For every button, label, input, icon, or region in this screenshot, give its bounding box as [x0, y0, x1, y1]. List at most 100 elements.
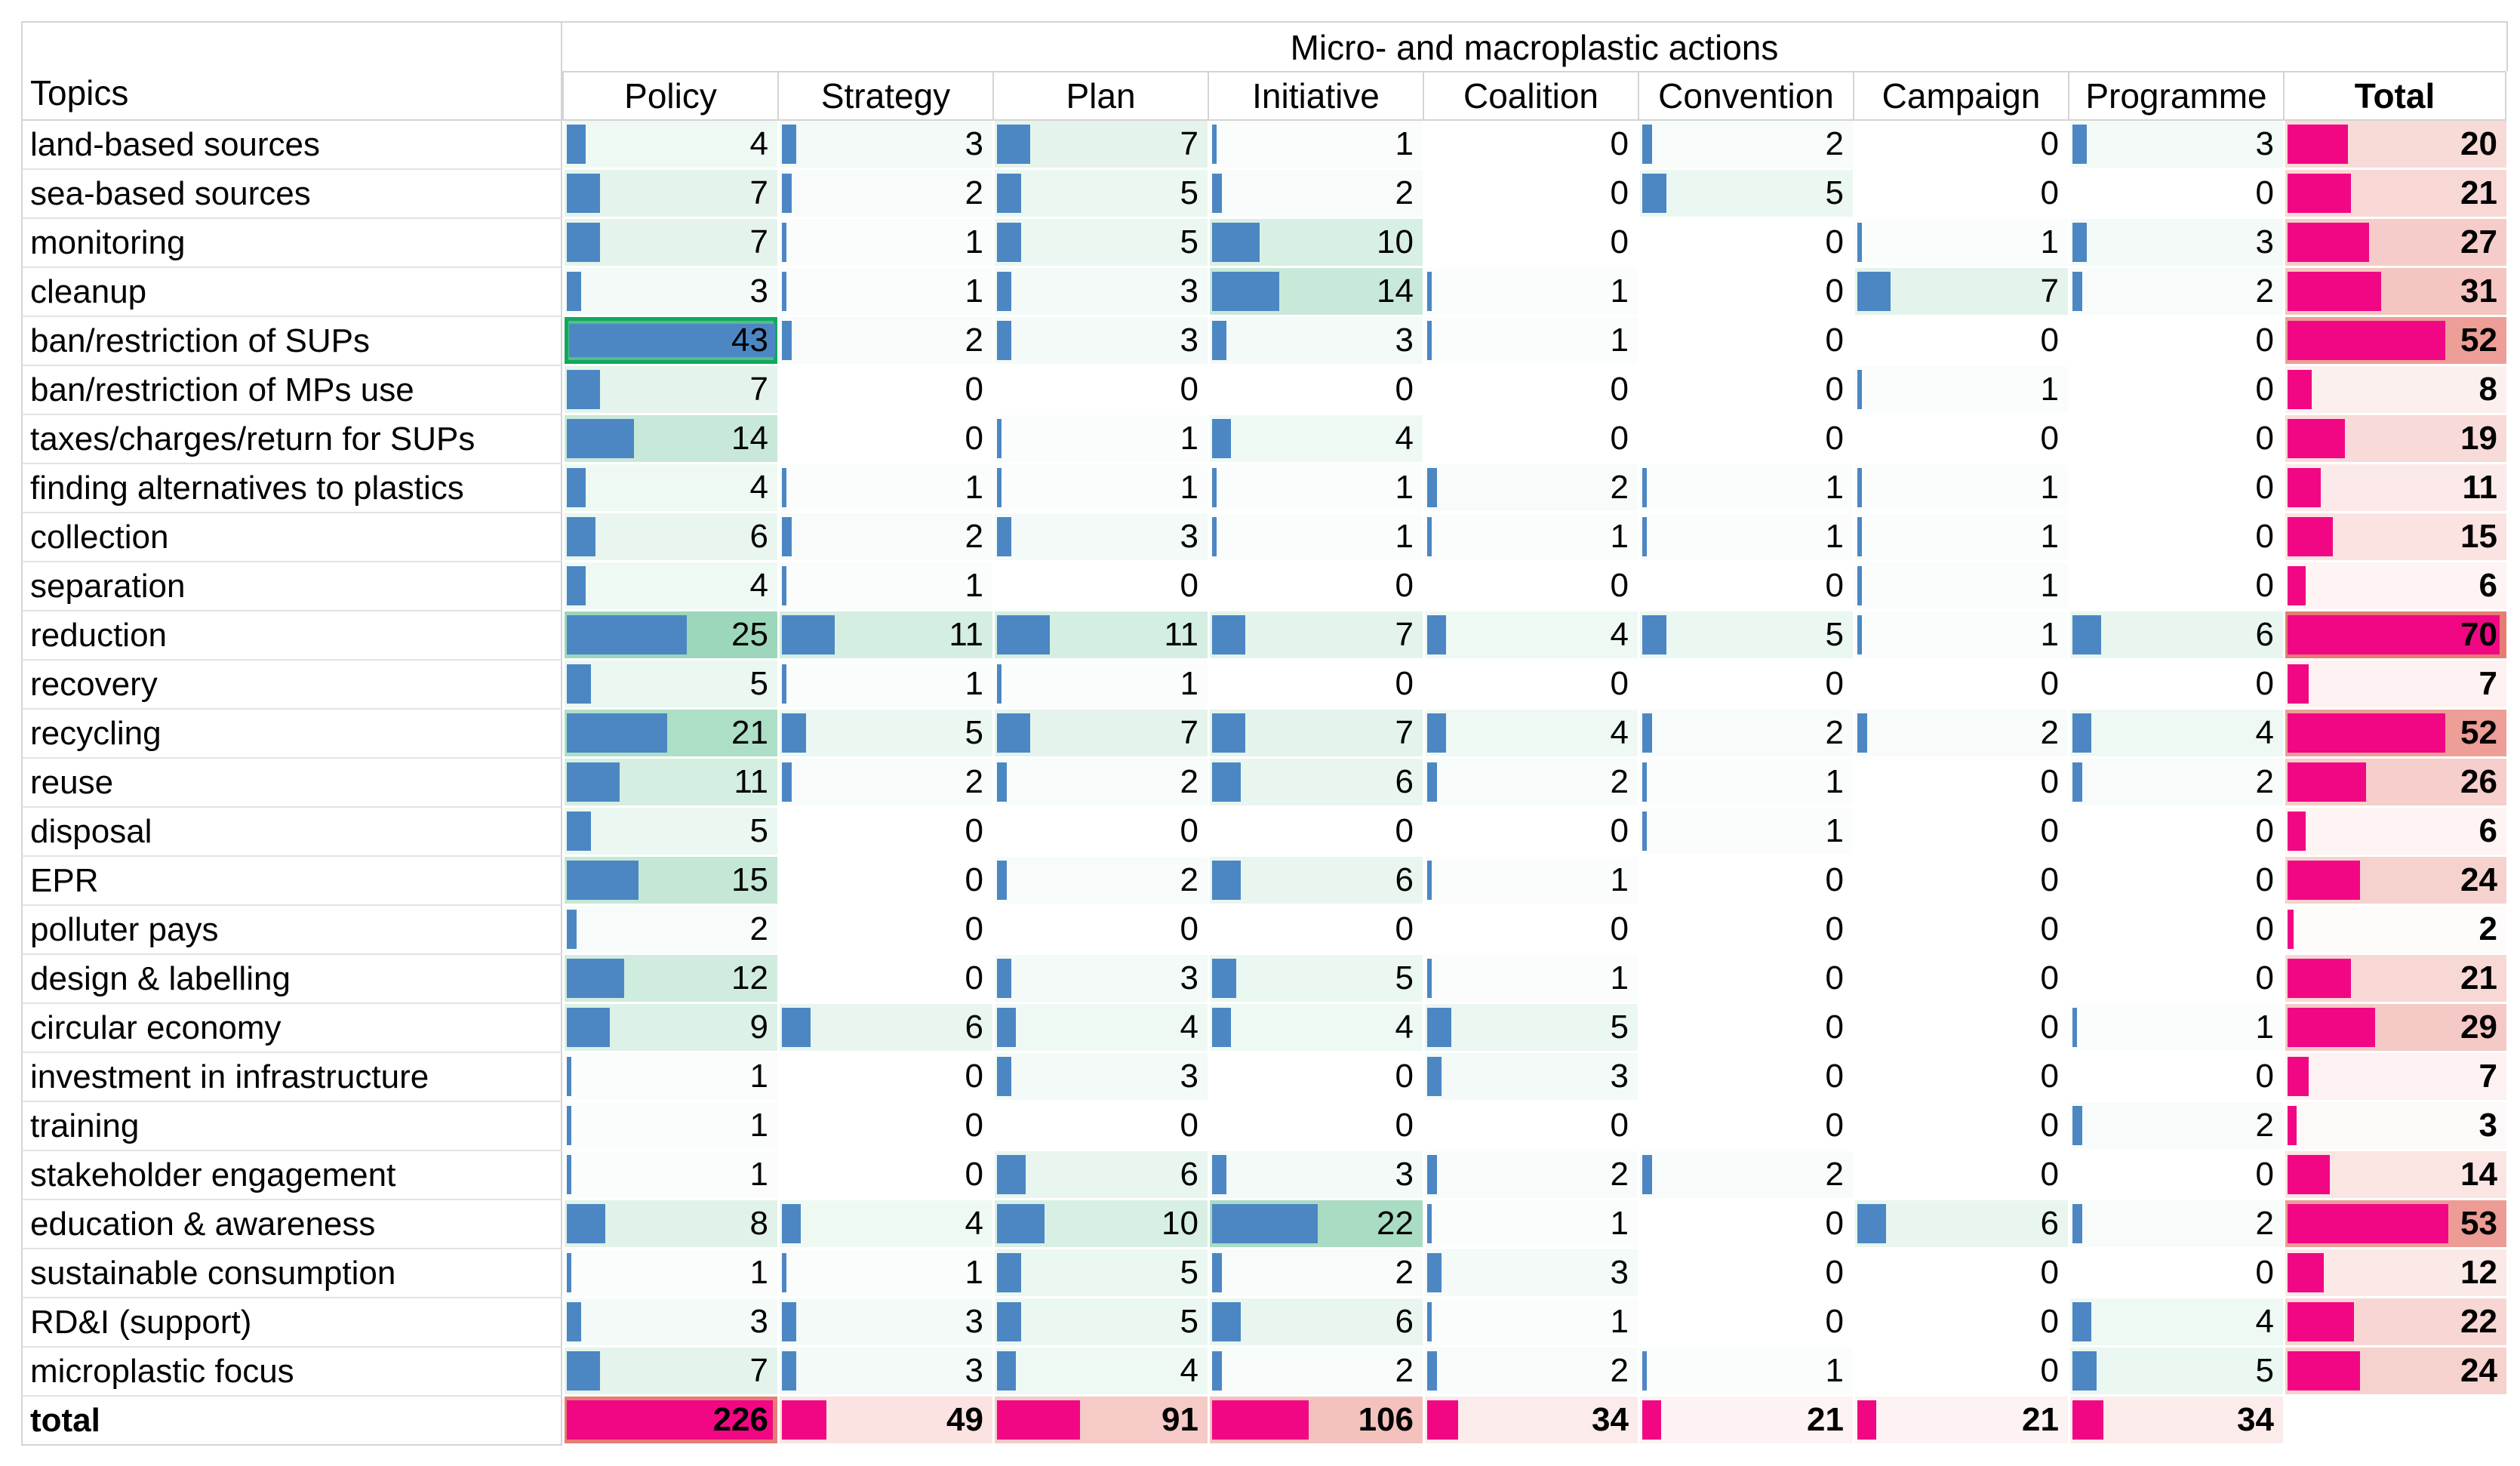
cell-campaign[interactable]: 0 [1853, 1102, 2068, 1151]
cell-coalition[interactable]: 1 [1423, 955, 1638, 1004]
cell-policy[interactable]: 12 [562, 955, 777, 1004]
totals-cell-convention[interactable]: 21 [1638, 1397, 1853, 1446]
cell-strategy[interactable]: 2 [777, 170, 992, 219]
cell-campaign[interactable]: 0 [1853, 1249, 2068, 1298]
cell-campaign[interactable]: 0 [1853, 1347, 2068, 1397]
cell-total[interactable]: 70 [2283, 611, 2506, 661]
cell-policy[interactable]: 1 [562, 1102, 777, 1151]
cell-policy[interactable]: 7 [562, 219, 777, 268]
topic-cell-stakeholder-engagement[interactable]: stakeholder engagement [21, 1151, 562, 1200]
cell-total[interactable]: 29 [2283, 1004, 2506, 1053]
cell-campaign[interactable]: 0 [1853, 317, 2068, 366]
topic-cell-circular-economy[interactable]: circular economy [21, 1004, 562, 1053]
cell-convention[interactable]: 0 [1638, 317, 1853, 366]
cell-policy[interactable]: 7 [562, 366, 777, 415]
topic-cell-monitoring[interactable]: monitoring [21, 219, 562, 268]
cell-plan[interactable]: 3 [992, 1053, 1208, 1102]
cell-coalition[interactable]: 0 [1423, 219, 1638, 268]
cell-convention[interactable]: 0 [1638, 1102, 1853, 1151]
cell-campaign[interactable]: 0 [1853, 808, 2068, 857]
cell-coalition[interactable]: 0 [1423, 1102, 1638, 1151]
cell-strategy[interactable]: 2 [777, 317, 992, 366]
cell-policy[interactable]: 1 [562, 1151, 777, 1200]
cell-total[interactable]: 7 [2283, 1053, 2506, 1102]
cell-campaign[interactable]: 0 [1853, 1004, 2068, 1053]
cell-policy[interactable]: 3 [562, 268, 777, 317]
cell-initiative[interactable]: 0 [1208, 906, 1423, 955]
cell-total[interactable]: 31 [2283, 268, 2506, 317]
cell-strategy[interactable]: 0 [777, 415, 992, 464]
cell-total[interactable]: 53 [2283, 1200, 2506, 1249]
cell-initiative[interactable]: 3 [1208, 1151, 1423, 1200]
cell-strategy[interactable]: 0 [777, 808, 992, 857]
cell-strategy[interactable]: 0 [777, 955, 992, 1004]
topic-cell-reuse[interactable]: reuse [21, 759, 562, 808]
cell-coalition[interactable]: 3 [1423, 1249, 1638, 1298]
cell-coalition[interactable]: 1 [1423, 513, 1638, 562]
cell-programme[interactable]: 0 [2068, 661, 2283, 710]
column-header-plan[interactable]: Plan [992, 71, 1208, 121]
cell-total[interactable]: 6 [2283, 808, 2506, 857]
cell-programme[interactable]: 0 [2068, 906, 2283, 955]
cell-coalition[interactable]: 2 [1423, 1347, 1638, 1397]
cell-plan[interactable]: 11 [992, 611, 1208, 661]
cell-convention[interactable]: 0 [1638, 661, 1853, 710]
cell-coalition[interactable]: 4 [1423, 710, 1638, 759]
cell-strategy[interactable]: 1 [777, 661, 992, 710]
cell-programme[interactable]: 0 [2068, 464, 2283, 513]
topic-cell-taxes-charges-return-for-sups[interactable]: taxes/charges/return for SUPs [21, 415, 562, 464]
cell-initiative[interactable]: 0 [1208, 661, 1423, 710]
cell-convention[interactable]: 5 [1638, 170, 1853, 219]
cell-strategy[interactable]: 1 [777, 562, 992, 611]
topic-cell-training[interactable]: training [21, 1102, 562, 1151]
cell-policy[interactable]: 7 [562, 170, 777, 219]
cell-plan[interactable]: 10 [992, 1200, 1208, 1249]
cell-plan[interactable]: 4 [992, 1004, 1208, 1053]
cell-convention[interactable]: 0 [1638, 415, 1853, 464]
topic-cell-ban-restriction-of-mps-use[interactable]: ban/restriction of MPs use [21, 366, 562, 415]
cell-total[interactable]: 26 [2283, 759, 2506, 808]
totals-cell-initiative[interactable]: 106 [1208, 1397, 1423, 1446]
cell-campaign[interactable]: 1 [1853, 611, 2068, 661]
cell-convention[interactable]: 2 [1638, 710, 1853, 759]
cell-initiative[interactable]: 1 [1208, 464, 1423, 513]
cell-coalition[interactable]: 0 [1423, 808, 1638, 857]
cell-policy[interactable]: 9 [562, 1004, 777, 1053]
cell-coalition[interactable]: 2 [1423, 1151, 1638, 1200]
cell-convention[interactable]: 2 [1638, 1151, 1853, 1200]
cell-programme[interactable]: 4 [2068, 710, 2283, 759]
cell-coalition[interactable]: 0 [1423, 170, 1638, 219]
totals-cell-programme[interactable]: 34 [2068, 1397, 2283, 1446]
cell-campaign[interactable]: 1 [1853, 513, 2068, 562]
cell-convention[interactable]: 1 [1638, 759, 1853, 808]
cell-programme[interactable]: 2 [2068, 759, 2283, 808]
cell-policy[interactable]: 14 [562, 415, 777, 464]
cell-coalition[interactable]: 5 [1423, 1004, 1638, 1053]
cell-programme[interactable]: 0 [2068, 562, 2283, 611]
cell-total[interactable]: 2 [2283, 906, 2506, 955]
cell-plan[interactable]: 0 [992, 562, 1208, 611]
cell-strategy[interactable]: 1 [777, 464, 992, 513]
cell-initiative[interactable]: 2 [1208, 1347, 1423, 1397]
cell-plan[interactable]: 7 [992, 710, 1208, 759]
cell-plan[interactable]: 5 [992, 1298, 1208, 1347]
cell-programme[interactable]: 0 [2068, 513, 2283, 562]
cell-total[interactable]: 11 [2283, 464, 2506, 513]
cell-campaign[interactable]: 0 [1853, 415, 2068, 464]
cell-policy[interactable]: 11 [562, 759, 777, 808]
cell-total[interactable]: 3 [2283, 1102, 2506, 1151]
cell-total[interactable]: 52 [2283, 710, 2506, 759]
cell-campaign[interactable]: 1 [1853, 366, 2068, 415]
column-header-initiative[interactable]: Initiative [1208, 71, 1423, 121]
cell-total[interactable]: 20 [2283, 121, 2506, 170]
cell-total[interactable]: 22 [2283, 1298, 2506, 1347]
cell-initiative[interactable]: 2 [1208, 170, 1423, 219]
cell-strategy[interactable]: 3 [777, 121, 992, 170]
cell-strategy[interactable]: 1 [777, 1249, 992, 1298]
cell-campaign[interactable]: 0 [1853, 955, 2068, 1004]
cell-coalition[interactable]: 3 [1423, 1053, 1638, 1102]
cell-plan[interactable]: 3 [992, 513, 1208, 562]
cell-total[interactable]: 15 [2283, 513, 2506, 562]
cell-initiative[interactable]: 1 [1208, 513, 1423, 562]
cell-coalition[interactable]: 0 [1423, 661, 1638, 710]
